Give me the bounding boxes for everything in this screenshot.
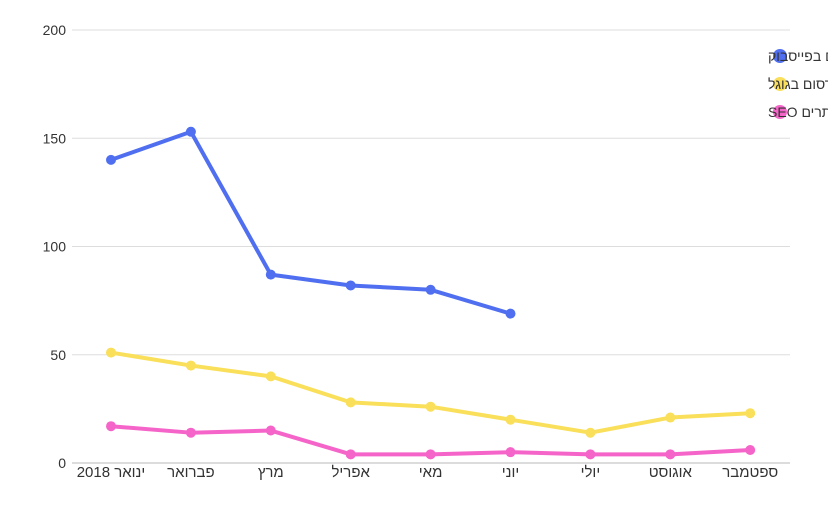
data-point[interactable]	[665, 412, 676, 423]
x-tick-label: מרץ	[258, 464, 284, 481]
series-line-1[interactable]	[109, 350, 753, 435]
series-line-0[interactable]	[109, 129, 513, 316]
data-point[interactable]	[745, 445, 756, 456]
x-tick-label: יוני	[502, 464, 520, 481]
data-point[interactable]	[425, 401, 436, 412]
x-tick-label: פברואר	[167, 464, 214, 481]
data-point[interactable]	[265, 269, 276, 280]
x-tick-label: אוגוסט	[649, 464, 693, 481]
data-point[interactable]	[585, 449, 596, 460]
legend-item-1[interactable]: פרסום בגוגל	[768, 76, 828, 92]
x-tick-label: יולי	[581, 464, 601, 481]
data-point[interactable]	[185, 427, 196, 438]
data-point[interactable]	[106, 154, 116, 165]
y-tick-label: 150	[43, 130, 67, 146]
x-tick-label: ינואר 2018	[77, 464, 146, 481]
data-point[interactable]	[345, 449, 356, 460]
data-point[interactable]	[425, 284, 436, 295]
data-point[interactable]	[505, 414, 516, 425]
data-point[interactable]	[185, 360, 196, 371]
data-point[interactable]	[745, 408, 756, 419]
legend-swatch	[773, 105, 787, 119]
data-point[interactable]	[505, 447, 516, 458]
x-tick-label: מאי	[419, 464, 443, 481]
legend[interactable]: פרסום בפייסבוק פרסום בגוגל קידום אתרים SEO	[768, 48, 828, 120]
legend-swatch	[773, 77, 787, 91]
y-tick-label: 200	[43, 22, 67, 38]
legend-label: פרסום בפייסבוק	[768, 48, 828, 64]
legend-item-0[interactable]: פרסום בפייסבוק	[768, 48, 828, 64]
data-point[interactable]	[425, 449, 436, 460]
x-tick-label: ספטמבר	[722, 464, 778, 481]
y-tick-label: 0	[58, 455, 66, 471]
data-point[interactable]	[185, 126, 196, 137]
data-point[interactable]	[106, 421, 116, 432]
legend-label: קידום אתרים SEO	[768, 104, 828, 120]
data-point[interactable]	[345, 280, 356, 291]
data-point[interactable]	[665, 449, 676, 460]
data-point[interactable]	[345, 397, 356, 408]
y-tick-label: 50	[50, 347, 66, 363]
data-point[interactable]	[585, 427, 596, 438]
series-lines	[106, 126, 756, 460]
gridlines	[72, 29, 790, 464]
data-point[interactable]	[106, 347, 116, 358]
x-tick-label: אפריל	[331, 464, 370, 481]
data-point[interactable]	[505, 308, 516, 319]
axes: 0 50 100 150 200 ינואר 2018 פברואר מרץ אפריל מאי י…	[43, 22, 779, 481]
legend-swatch	[773, 49, 787, 63]
y-tick-label: 100	[43, 239, 67, 255]
data-point[interactable]	[265, 371, 276, 382]
data-point[interactable]	[265, 425, 276, 436]
legend-label: פרסום בגוגל	[768, 76, 828, 92]
legend-item-2[interactable]: קידום אתרים SEO	[768, 104, 828, 120]
